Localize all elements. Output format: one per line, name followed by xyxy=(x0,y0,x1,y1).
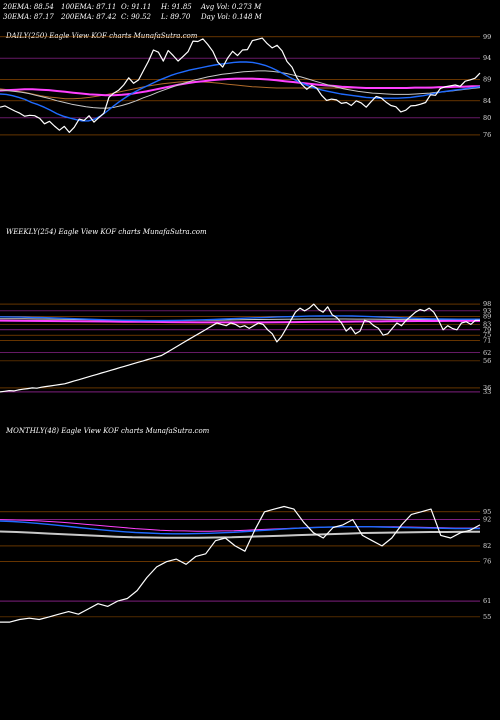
price-line xyxy=(0,505,481,623)
y-tick-label: 83 xyxy=(483,320,491,328)
y-tick-label: 61 xyxy=(483,597,491,605)
weekly-panel: WEEKLY(254) Eagle View KOF charts Munafa… xyxy=(0,228,491,396)
y-tick-label: 94 xyxy=(483,54,491,62)
price-line xyxy=(0,37,481,133)
daily-panel-title: DAILY(250) Eagle View KOF charts MunafaS… xyxy=(5,32,198,40)
avg-volume: Avg Vol: 0.273 M xyxy=(201,3,262,11)
y-tick-label: 62 xyxy=(483,349,491,357)
daily-panel: DAILY(250) Eagle View KOF charts MunafaS… xyxy=(0,32,491,139)
y-tick-label: 82 xyxy=(483,542,491,550)
ema100-value: 100EMA: 87.11 xyxy=(61,3,117,11)
y-tick-label: 89 xyxy=(483,312,491,320)
ema30-value: 30EMA: 87.17 xyxy=(3,13,54,21)
open-value: O: 91.11 xyxy=(121,3,152,11)
ema-fast-line xyxy=(0,61,481,122)
ema20-value: 20EMA: 88.54 xyxy=(3,3,54,11)
ema-slow-line xyxy=(0,319,480,324)
weekly-panel-title: WEEKLY(254) Eagle View KOF charts Munafa… xyxy=(6,228,207,236)
monthly-panel: MONTHLY(48) Eagle View KOF charts Munafa… xyxy=(0,427,491,623)
y-tick-label: 76 xyxy=(483,558,491,566)
close-value: C: 90.52 xyxy=(121,13,151,21)
y-tick-label: 99 xyxy=(483,33,491,41)
y-tick-label: 80 xyxy=(483,114,491,122)
y-tick-label: 75 xyxy=(483,331,491,339)
ema-mid-line xyxy=(0,519,480,532)
ema-fast-line xyxy=(0,315,480,322)
y-tick-label: 89 xyxy=(483,75,491,83)
low-value: L: 89.70 xyxy=(161,13,191,21)
indicator-header: 20EMA: 88.54 100EMA: 87.11 O: 91.11 H: 9… xyxy=(3,2,303,24)
y-tick-label: 56 xyxy=(483,357,491,365)
price-line xyxy=(0,303,480,393)
y-tick-label: 84 xyxy=(483,97,491,105)
y-tick-label: 71 xyxy=(483,337,491,345)
ema-long-line xyxy=(0,81,480,100)
y-tick-label: 33 xyxy=(483,388,491,396)
y-tick-label: 95 xyxy=(483,508,491,516)
y-tick-label: 76 xyxy=(483,131,491,139)
y-tick-label: 93 xyxy=(483,307,491,315)
y-tick-label: 98 xyxy=(483,300,491,308)
ema-slow-line xyxy=(0,530,480,539)
ema-mid-line xyxy=(0,70,481,109)
y-tick-label: 36 xyxy=(483,384,491,392)
high-value: H: 91.85 xyxy=(161,3,192,11)
monthly-panel-title: MONTHLY(48) Eagle View KOF charts Munafa… xyxy=(5,427,210,435)
ema200-value: 200EMA: 87.42 xyxy=(61,13,117,21)
y-tick-label: 79 xyxy=(483,326,491,334)
day-volume: Day Vol: 0.148 M xyxy=(201,13,262,21)
ema-slow-line xyxy=(0,77,480,97)
y-tick-label: 55 xyxy=(483,613,491,621)
y-tick-label: 92 xyxy=(483,516,491,524)
